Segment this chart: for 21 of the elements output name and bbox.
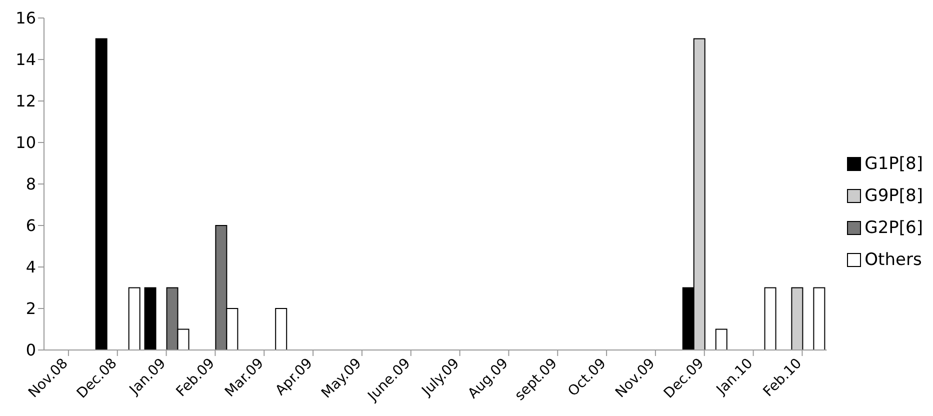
legend-label: G1P[8]: [864, 153, 923, 176]
bar: [764, 287, 776, 350]
y-tick-label: 8: [26, 174, 36, 194]
y-tick-label: 14: [16, 50, 36, 70]
bar: [95, 38, 108, 350]
legend-label: G2P[6]: [864, 217, 923, 240]
legend-label: Others: [864, 249, 922, 272]
y-tick-label: 16: [16, 8, 36, 28]
y-tick-label: 2: [26, 299, 36, 318]
bar: [128, 287, 140, 350]
legend-label: G9P[8]: [864, 185, 923, 208]
y-tick-label: 4: [26, 258, 36, 277]
bar: [275, 308, 288, 350]
y-tick-label: 6: [26, 216, 36, 236]
bar: [813, 287, 826, 350]
y-tick-label: 12: [16, 92, 36, 111]
bar: [715, 328, 728, 350]
bar: [791, 287, 804, 350]
bar: [144, 287, 156, 350]
y-tick-label: 0: [26, 340, 36, 360]
y-tick-label: 10: [16, 133, 36, 152]
